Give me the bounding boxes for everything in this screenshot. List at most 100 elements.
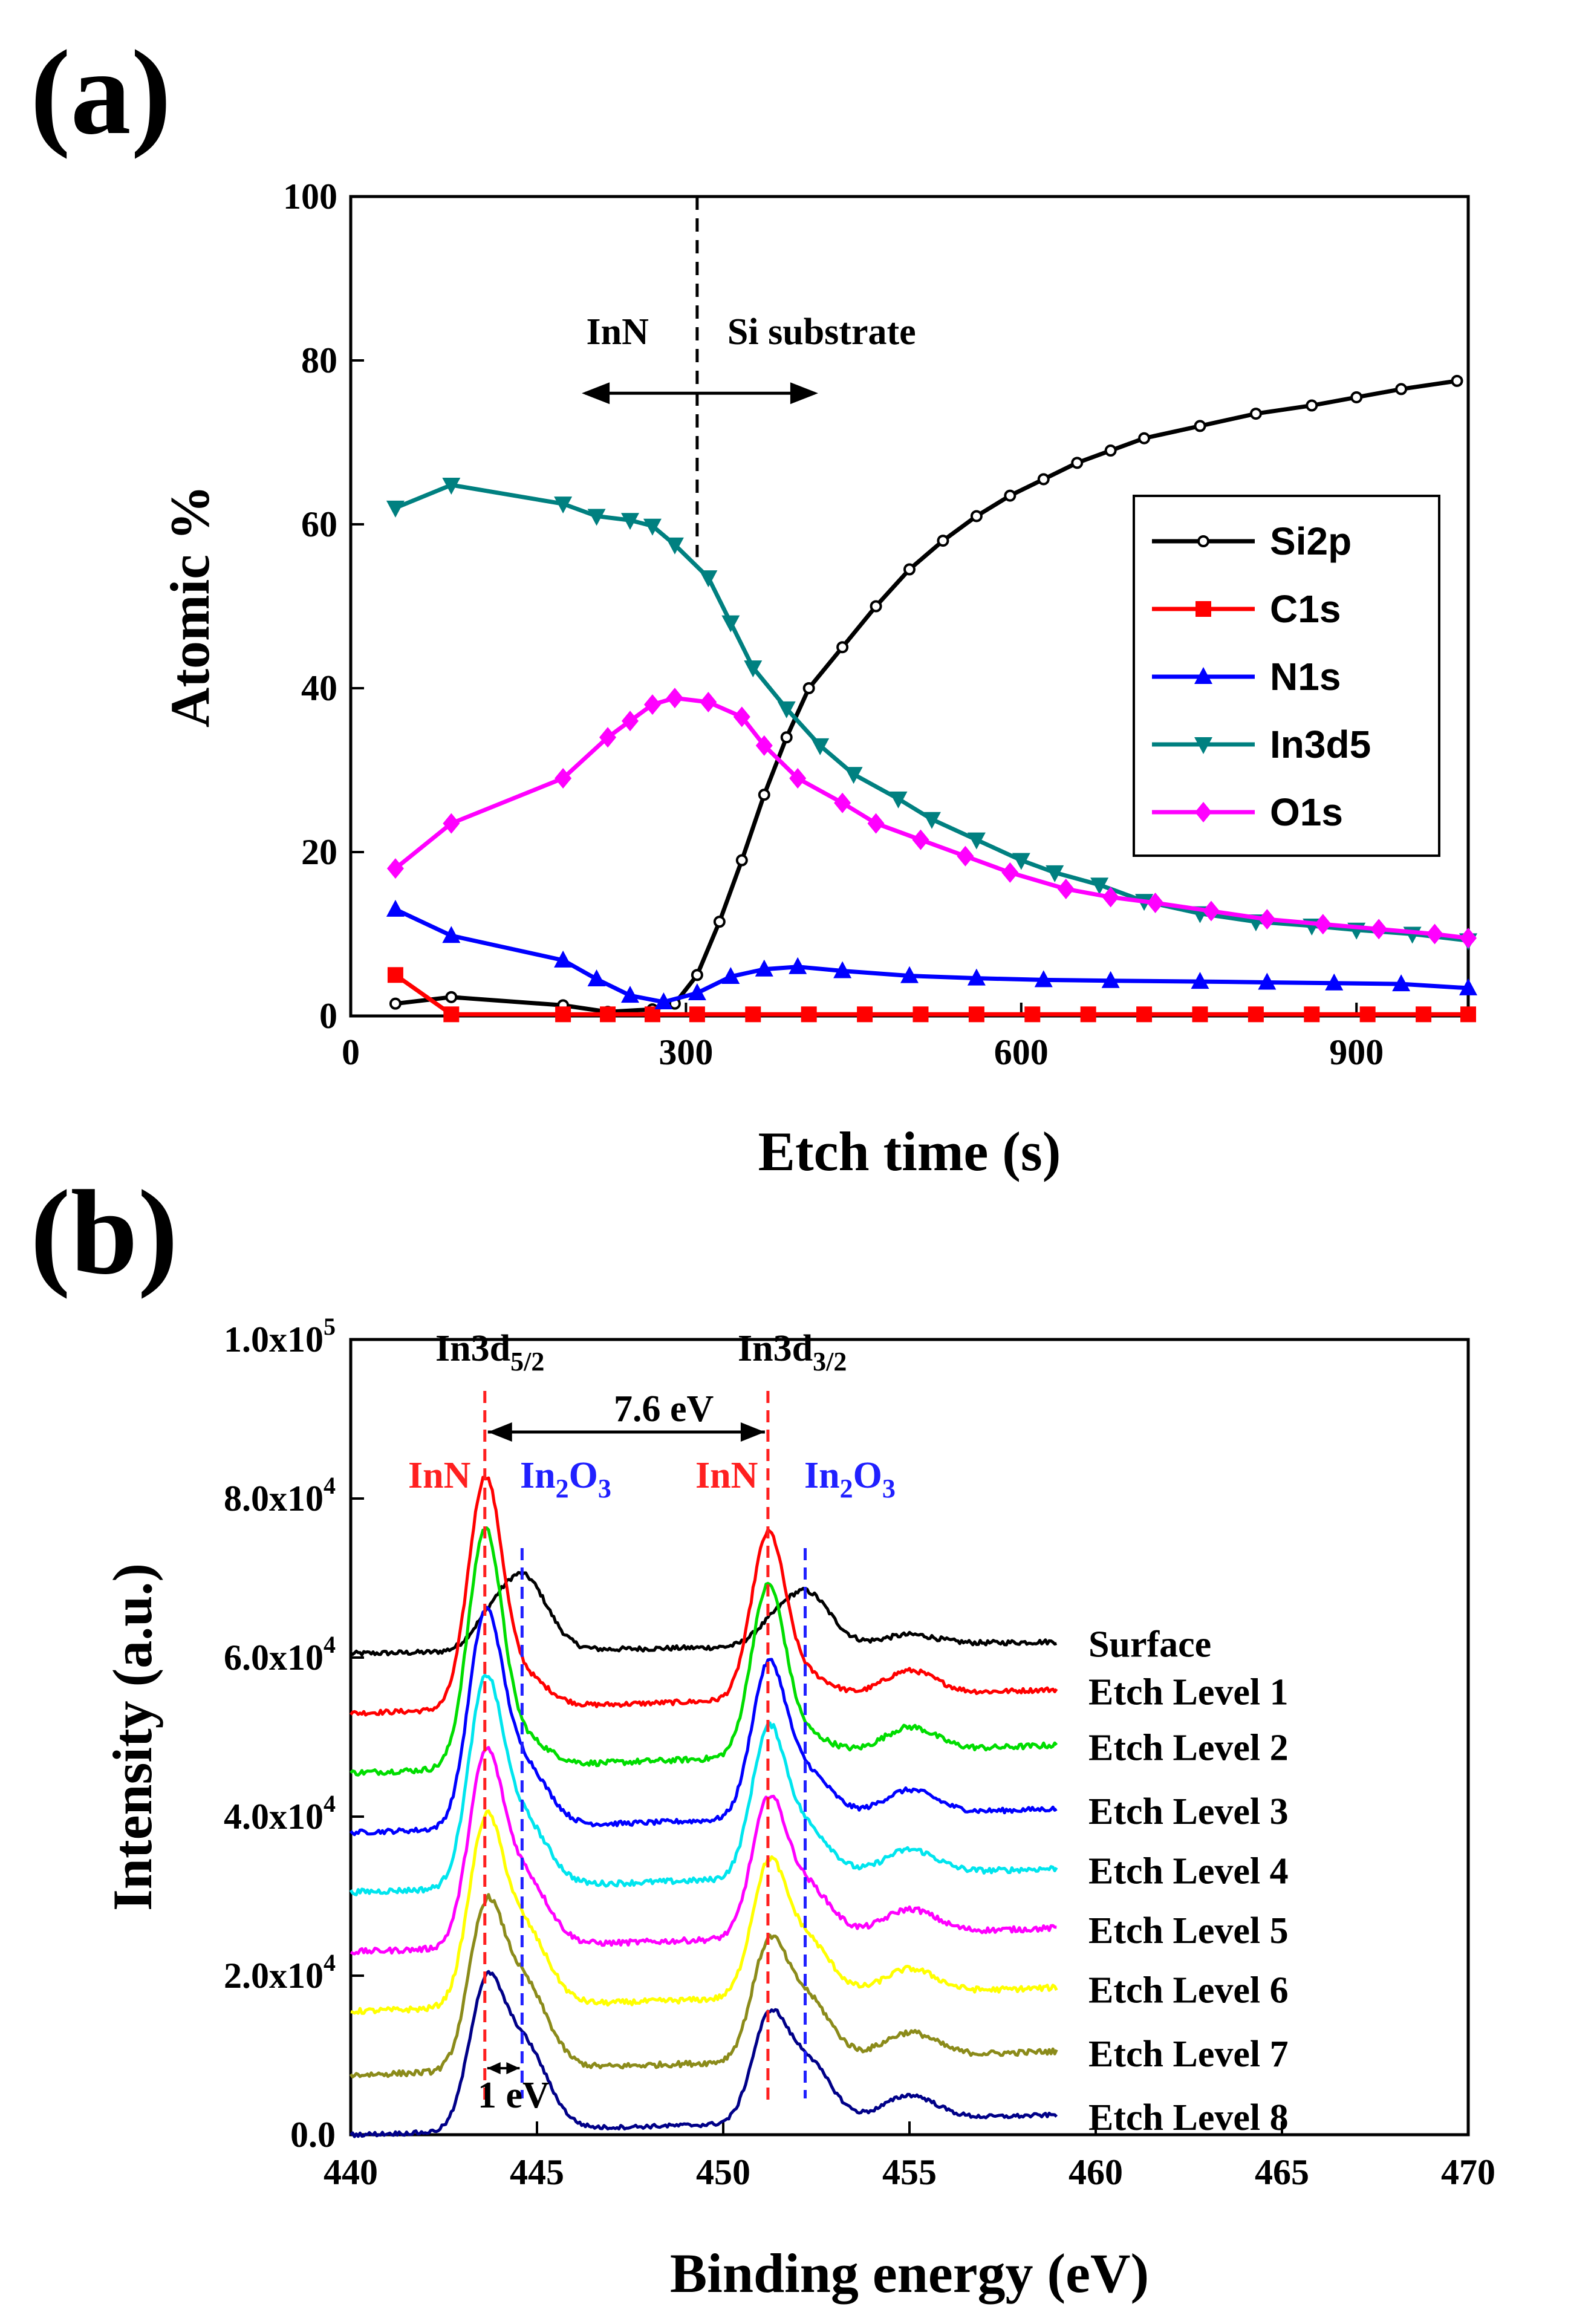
data-point-o1s (386, 858, 404, 879)
data-point-in3d5 (587, 509, 606, 526)
data-point-n1s (1325, 973, 1344, 991)
data-point-c1s (1416, 1006, 1432, 1023)
spectrum-etch-level-4: Etch Level 4 (349, 1673, 1289, 1896)
data-point-o1s (912, 829, 929, 850)
legend-marker-o1s (1195, 802, 1212, 822)
data-point-si2p (970, 510, 983, 522)
y-tick-label: 100 (283, 177, 337, 216)
data-point-c1s (1359, 1006, 1376, 1023)
label-in2o3-1: In2O3 (520, 1455, 611, 1503)
curve-label-etch-level-1: Etch Level 1 (1088, 1672, 1289, 1713)
panel-label-b: (b) (30, 1166, 178, 1300)
legend-a: Si2p C1s N1s In3d5 O1s (1133, 495, 1440, 857)
series-o1s (386, 688, 1477, 949)
data-point-si2p (836, 641, 849, 654)
data-point-n1s (688, 983, 706, 1001)
data-point-n1s (654, 992, 673, 1009)
data-point-in3d5 (665, 537, 684, 555)
spectrum-line-etch-level-5 (350, 1746, 1057, 1956)
spectrum-line-etch-level-2 (350, 1526, 1058, 1777)
spectrum-line-etch-level-1 (350, 1476, 1058, 1717)
data-point-si2p (780, 731, 793, 744)
spectrum-line-etch-level-3 (350, 1606, 1058, 1837)
data-point-c1s (857, 1006, 873, 1023)
x-tick-label: 440 (324, 2152, 378, 2192)
data-point-c1s (387, 967, 403, 983)
data-point-in3d5 (699, 570, 718, 588)
data-point-si2p (802, 682, 815, 694)
x-tick-label: 900 (1329, 1032, 1384, 1072)
legend-label-si2p: Si2p (1270, 519, 1352, 563)
x-tick-label: 600 (994, 1032, 1049, 1072)
data-point-n1s (1459, 978, 1477, 995)
spectrum-etch-level-6: Etch Level 6 (350, 1809, 1289, 2015)
data-point-c1s (968, 1006, 984, 1023)
y-axis-title: Atomic % (159, 485, 221, 727)
data-point-si2p (1194, 420, 1206, 432)
label-in3d32: In3d3/2 (738, 1328, 847, 1376)
split-arrow-head-left (487, 1422, 512, 1442)
x-tick-label: 465 (1255, 2152, 1309, 2192)
y-tick-label: 8.0x104 (224, 1472, 336, 1518)
data-point-si2p (1004, 489, 1017, 502)
y-tick-label: 4.0x104 (224, 1790, 336, 1837)
legend-label-o1s: O1s (1270, 790, 1343, 834)
data-point-c1s (1080, 1006, 1096, 1023)
curve-label-etch-level-4: Etch Level 4 (1088, 1850, 1289, 1892)
spectrum-etch-level-1: Etch Level 1 (350, 1476, 1289, 1717)
data-point-c1s (1192, 1006, 1208, 1023)
spectrum-etch-level-2: Etch Level 2 (350, 1526, 1289, 1777)
y-tick-label: 80 (301, 340, 337, 380)
data-point-o1s (834, 792, 851, 813)
data-point-n1s (967, 968, 986, 986)
data-point-in3d5 (777, 701, 796, 718)
data-point-o1s (1202, 900, 1220, 922)
legend-marker-si2p (1197, 535, 1209, 547)
region-arrow-head-right (790, 382, 818, 405)
data-point-c1s (1136, 1006, 1153, 1023)
data-point-n1s (900, 966, 919, 983)
data-point-o1s (599, 727, 617, 748)
series-n1s (386, 899, 1477, 1009)
data-point-si2p (758, 789, 770, 801)
data-point-in3d5 (721, 615, 740, 633)
region-arrow-head-left (582, 382, 610, 405)
data-point-in3d5 (889, 791, 908, 809)
data-point-in3d5 (554, 496, 573, 514)
data-point-si2p (713, 916, 726, 928)
data-point-o1s (1426, 923, 1443, 945)
spectrum-etch-level-5: Etch Level 5 (350, 1746, 1289, 1956)
data-point-o1s (755, 735, 773, 756)
chart-b-xps-spectra: 440 445 450 455 460 465 470 0.0 2.0x104 4.0x104 6.… (102, 1313, 1495, 2304)
data-point-n1s (1034, 970, 1053, 988)
label-inn-2: InN (695, 1455, 758, 1496)
y-tick-label: 1.0x105 (224, 1313, 336, 1359)
data-point-si2p (1138, 432, 1151, 444)
data-point-n1s (1258, 972, 1277, 990)
x-axis-title: Binding energy (eV) (670, 2242, 1149, 2304)
data-point-c1s (801, 1006, 817, 1023)
data-point-o1s (700, 692, 717, 713)
data-point-in3d5 (811, 738, 830, 755)
data-point-o1s (622, 711, 639, 732)
data-point-c1s (689, 1006, 705, 1023)
data-point-o1s (1147, 893, 1164, 914)
data-point-in3d5 (621, 513, 639, 530)
x-tick-label: 450 (696, 2152, 750, 2192)
data-point-o1s (555, 768, 572, 789)
data-point-n1s (1191, 972, 1209, 989)
data-point-o1s (1258, 909, 1276, 930)
data-point-si2p (1104, 444, 1117, 457)
split-arrow-head-right (740, 1422, 765, 1442)
data-point-si2p (735, 854, 748, 867)
legend-marker-c1s (1196, 601, 1211, 617)
data-point-c1s (912, 1006, 929, 1023)
y-tick-label: 60 (301, 504, 337, 544)
data-point-n1s (621, 986, 639, 1003)
curve-label-etch-level-2: Etch Level 2 (1088, 1728, 1289, 1769)
data-point-n1s (1101, 971, 1120, 988)
data-point-n1s (554, 950, 573, 968)
spectrum-line-etch-level-4 (349, 1673, 1058, 1896)
curve-label-etch-level-3: Etch Level 3 (1088, 1791, 1289, 1832)
data-point-c1s (1304, 1006, 1320, 1023)
